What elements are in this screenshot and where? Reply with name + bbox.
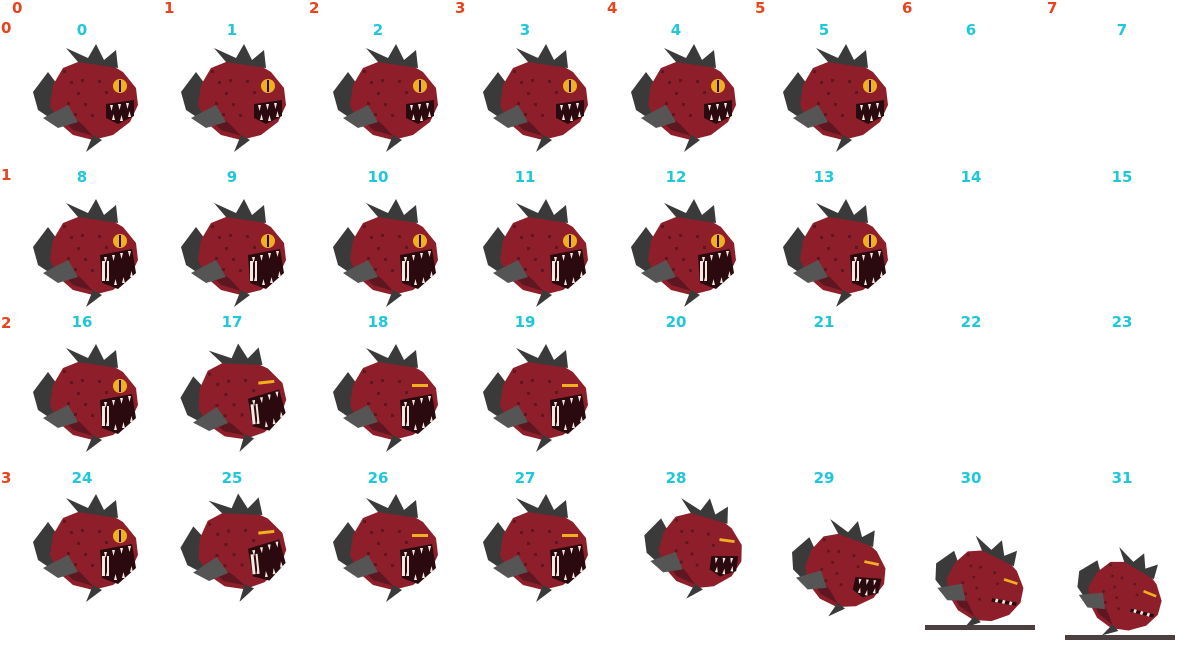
- frame-label: 4: [670, 21, 682, 39]
- monster-sprite: [28, 340, 148, 460]
- monster-sprite: [328, 40, 448, 160]
- frame-label: 30: [960, 469, 982, 487]
- monster-fish-icon: [644, 498, 742, 599]
- monster-sprite: [778, 195, 898, 315]
- column-label: 6: [902, 0, 913, 17]
- monster-sprite: [478, 340, 598, 460]
- monster-fish-icon: [1065, 547, 1175, 640]
- monster-sprite: [920, 525, 1040, 645]
- frame-label: 2: [372, 21, 384, 39]
- frame-label: 3: [519, 21, 531, 39]
- frame-label: 16: [71, 313, 93, 331]
- monster-fish-icon: [333, 344, 438, 452]
- frame-label: 15: [1111, 168, 1133, 186]
- frame-label: 1: [226, 21, 238, 39]
- frame-label: 6: [965, 21, 977, 39]
- column-label: 0: [12, 0, 23, 17]
- monster-sprite: [626, 195, 746, 315]
- monster-fish-icon: [333, 494, 438, 602]
- frame-label: 12: [665, 168, 687, 186]
- monster-fish-icon: [181, 44, 286, 152]
- monster-sprite: [28, 40, 148, 160]
- monster-sprite: [176, 340, 296, 460]
- monster-fish-icon: [33, 44, 138, 152]
- frame-label: 27: [514, 469, 536, 487]
- column-label: 1: [164, 0, 175, 17]
- frame-label: 20: [665, 313, 687, 331]
- column-label: 7: [1047, 0, 1058, 17]
- monster-fish-icon: [631, 44, 736, 152]
- frame-label: 22: [960, 313, 982, 331]
- frame-label: 5: [818, 21, 830, 39]
- monster-sprite: [28, 490, 148, 610]
- monster-sprite: [328, 195, 448, 315]
- frame-label: 31: [1111, 469, 1133, 487]
- row-label: 1: [1, 166, 12, 184]
- frame-label: 10: [367, 168, 389, 186]
- monster-sprite: [478, 490, 598, 610]
- frame-label: 19: [514, 313, 536, 331]
- monster-sprite: [635, 490, 755, 610]
- monster-sprite: [176, 40, 296, 160]
- monster-fish-icon: [925, 535, 1035, 630]
- row-label: 0: [1, 19, 12, 37]
- frame-label: 29: [813, 469, 835, 487]
- frame-label: 23: [1111, 313, 1133, 331]
- monster-fish-icon: [631, 199, 736, 307]
- row-label: 3: [1, 469, 12, 487]
- frame-label: 8: [76, 168, 88, 186]
- column-label: 5: [755, 0, 766, 17]
- monster-sprite: [478, 40, 598, 160]
- monster-fish-icon: [483, 344, 588, 452]
- monster-sprite: [626, 40, 746, 160]
- monster-fish-icon: [33, 344, 138, 452]
- frame-label: 18: [367, 313, 389, 331]
- monster-fish-icon: [33, 199, 138, 307]
- frame-label: 9: [226, 168, 238, 186]
- monster-fish-icon: [483, 44, 588, 152]
- frame-label: 17: [221, 313, 243, 331]
- monster-fish-icon: [783, 44, 888, 152]
- monster-fish-icon: [180, 493, 287, 602]
- monster-sprite: [176, 490, 296, 610]
- frame-label: 24: [71, 469, 93, 487]
- monster-fish-icon: [180, 343, 287, 452]
- frame-label: 28: [665, 469, 687, 487]
- monster-fish-icon: [483, 494, 588, 602]
- monster-sprite: [1060, 535, 1180, 655]
- frame-label: 26: [367, 469, 389, 487]
- monster-fish-icon: [33, 494, 138, 602]
- monster-fish-icon: [792, 518, 886, 617]
- monster-sprite: [176, 195, 296, 315]
- frame-label: 11: [514, 168, 536, 186]
- monster-sprite: [778, 40, 898, 160]
- column-label: 3: [455, 0, 466, 17]
- frame-label: 7: [1116, 21, 1128, 39]
- column-label: 2: [309, 0, 320, 17]
- frame-label: 21: [813, 313, 835, 331]
- monster-sprite: [780, 510, 900, 630]
- column-label: 4: [607, 0, 618, 17]
- monster-fish-icon: [333, 44, 438, 152]
- monster-fish-icon: [483, 199, 588, 307]
- frame-label: 25: [221, 469, 243, 487]
- frame-label: 14: [960, 168, 982, 186]
- monster-fish-icon: [333, 199, 438, 307]
- monster-fish-icon: [181, 199, 286, 307]
- monster-sprite: [328, 340, 448, 460]
- frame-label: 13: [813, 168, 835, 186]
- monster-fish-icon: [783, 199, 888, 307]
- frame-label: 0: [76, 21, 88, 39]
- monster-sprite: [328, 490, 448, 610]
- monster-sprite: [28, 195, 148, 315]
- monster-sprite: [478, 195, 598, 315]
- row-label: 2: [1, 314, 12, 332]
